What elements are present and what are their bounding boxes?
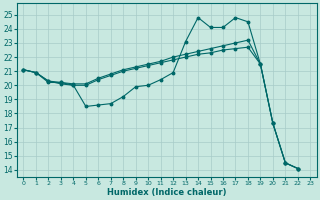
X-axis label: Humidex (Indice chaleur): Humidex (Indice chaleur)	[107, 188, 227, 197]
